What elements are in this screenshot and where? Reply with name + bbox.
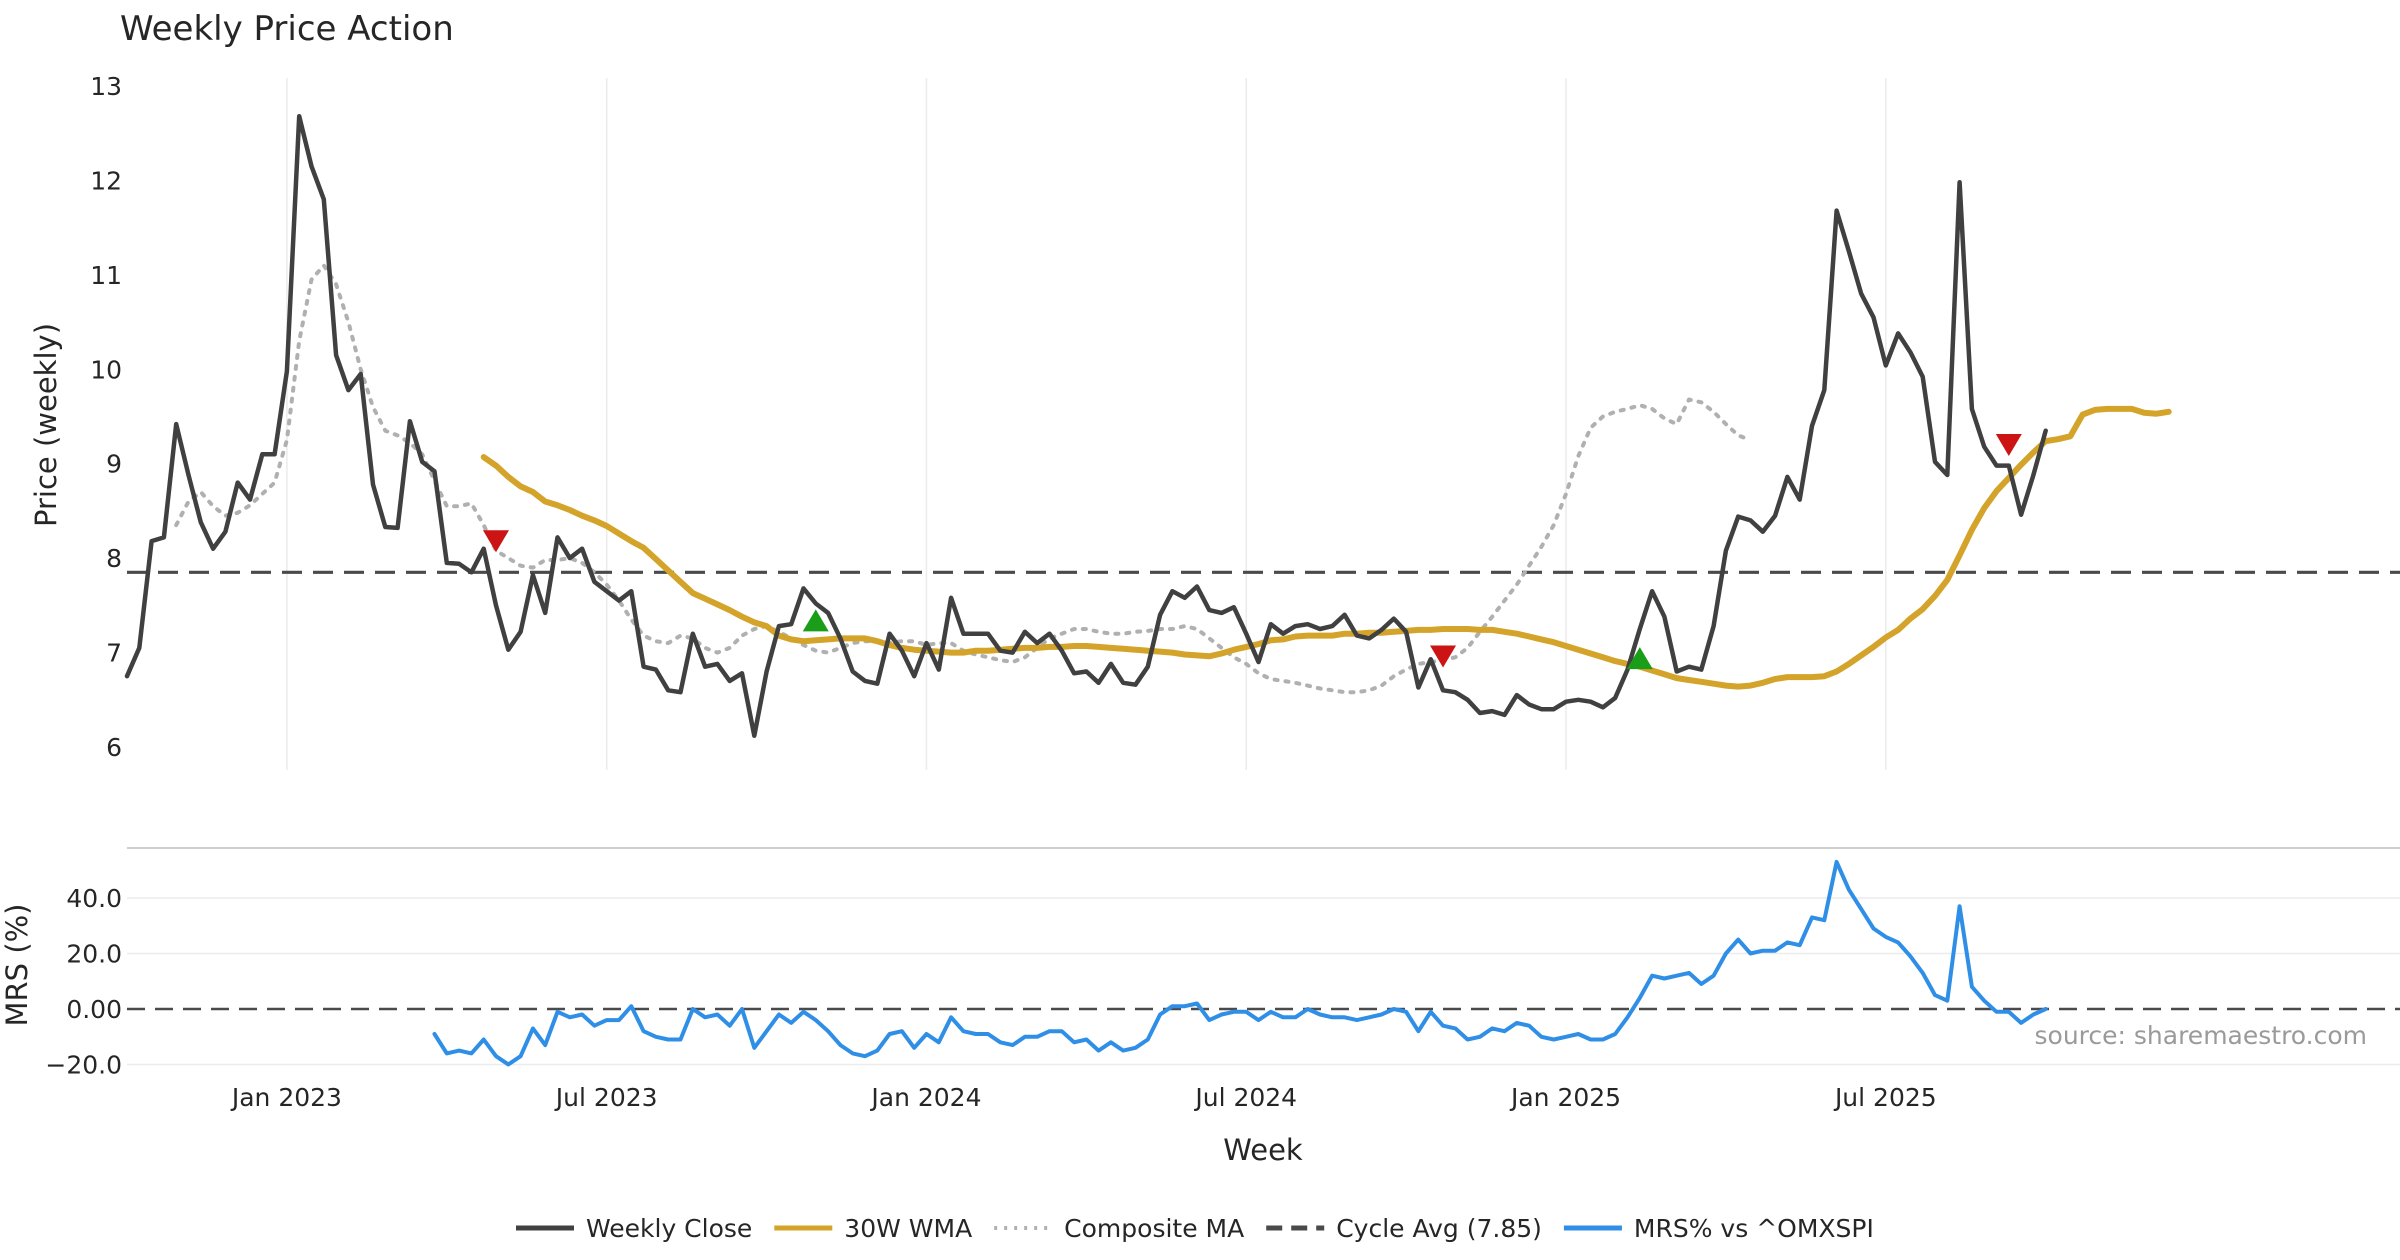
legend: Weekly Close 30W WMA Composite MA Cycle Avg… bbox=[516, 1214, 1874, 1243]
chart-title: Weekly Price Action bbox=[120, 9, 454, 49]
weekly-close-line bbox=[124, 113, 2048, 738]
x-tick-label: Jan 2024 bbox=[869, 1083, 981, 1112]
x-axis-ticks: Jan 2023 Jul 2023 Jan 2024 Jul 2024 Jan 2025… bbox=[230, 1083, 1937, 1112]
source-annotation: source: sharemaestro.com bbox=[2035, 1021, 2368, 1050]
mrs-series-group bbox=[432, 859, 2048, 1067]
x-tick-label: Jan 2023 bbox=[230, 1083, 342, 1112]
x-axis-label: Week bbox=[1223, 1133, 1303, 1167]
legend-label-1: 30W WMA bbox=[844, 1214, 972, 1243]
price-series-group bbox=[124, 113, 2172, 738]
mrs-line bbox=[432, 859, 2048, 1067]
x-tick-label: Jul 2023 bbox=[554, 1083, 658, 1112]
sell-signal-marker-2 bbox=[1430, 645, 1457, 668]
buy-signal-marker-1 bbox=[802, 609, 829, 632]
legend-label-2: Composite MA bbox=[1064, 1214, 1244, 1243]
buy-signal-marker-3 bbox=[1626, 647, 1653, 670]
legend-label-0: Weekly Close bbox=[586, 1214, 752, 1243]
mrs-y-tick-label: −20.0 bbox=[45, 1051, 122, 1080]
price-y-ticks: 6 7 8 9 10 11 12 13 bbox=[90, 72, 122, 762]
legend-label-4: MRS% vs ^OMXSPI bbox=[1634, 1214, 1874, 1243]
price-y-axis-label: Price (weekly) bbox=[29, 323, 63, 527]
mrs-y-tick-label: 0.00 bbox=[66, 995, 122, 1024]
sell-signal-marker-4 bbox=[1995, 433, 2022, 456]
price-y-tick-label: 10 bbox=[90, 355, 122, 384]
sell-signal-marker-0 bbox=[482, 530, 509, 553]
price-y-tick-label: 8 bbox=[106, 544, 122, 573]
x-tick-label: Jul 2024 bbox=[1193, 1083, 1297, 1112]
x-tick-label: Jul 2025 bbox=[1833, 1083, 1937, 1112]
price-grid bbox=[286, 78, 1887, 770]
price-y-tick-label: 6 bbox=[106, 733, 122, 762]
mrs-y-axis-label: MRS (%) bbox=[0, 904, 34, 1027]
price-y-tick-label: 11 bbox=[90, 261, 122, 290]
signal-markers bbox=[482, 433, 2022, 670]
price-y-tick-label: 13 bbox=[90, 72, 122, 101]
wma-30w-line bbox=[480, 405, 2172, 690]
legend-label-3: Cycle Avg (7.85) bbox=[1336, 1214, 1542, 1243]
mrs-y-tick-label: 40.0 bbox=[66, 884, 122, 913]
mrs-y-tick-label: 20.0 bbox=[66, 940, 122, 969]
x-tick-label: Jan 2025 bbox=[1509, 1083, 1621, 1112]
price-y-tick-label: 12 bbox=[90, 166, 122, 195]
mrs-y-ticks: 40.0 20.0 0.00 −20.0 bbox=[45, 884, 122, 1080]
price-y-tick-label: 9 bbox=[106, 450, 122, 479]
price-y-tick-label: 7 bbox=[106, 639, 122, 668]
